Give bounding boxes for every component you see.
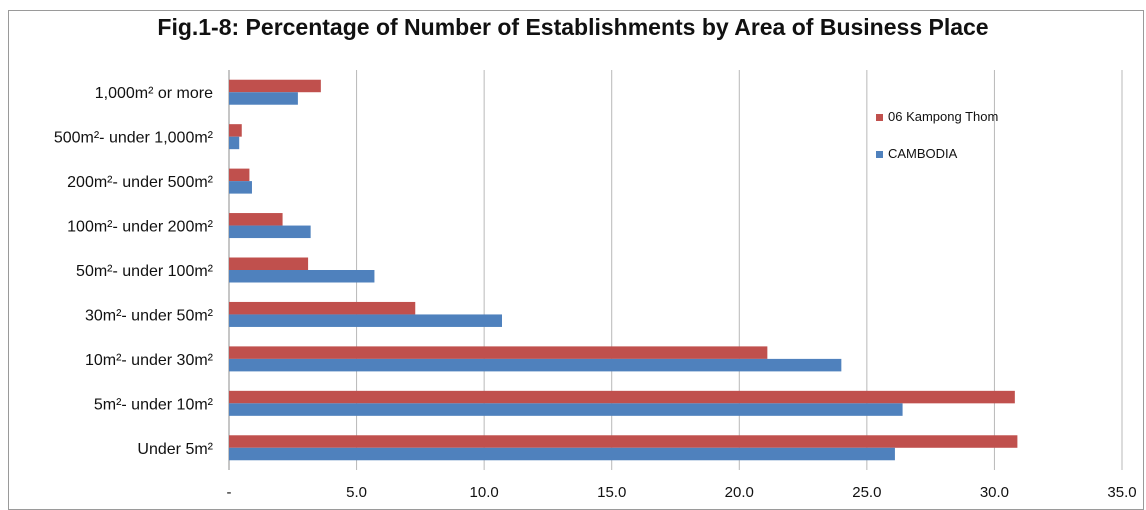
category-label: 100m²- under 200m² — [67, 219, 214, 236]
bar-kampong-thom — [229, 168, 250, 182]
category-label: 10m²- under 30m² — [85, 352, 214, 369]
bar-kampong-thom — [229, 390, 1015, 404]
legend-label: 06 Kampong Thom — [888, 109, 998, 124]
bar-cambodia — [229, 181, 252, 194]
bar-cambodia — [229, 314, 503, 327]
bar-cambodia — [229, 92, 298, 105]
x-tick-label: 30.0 — [980, 484, 1009, 501]
category-label: 500m²- under 1,000m² — [54, 130, 214, 147]
bar-kampong-thom — [229, 301, 416, 315]
category-label: 5m²- under 10m² — [94, 396, 214, 413]
bar-kampong-thom — [229, 435, 1018, 448]
bar-cambodia — [229, 358, 842, 372]
legend-swatch — [876, 114, 883, 121]
x-tick-label: - — [227, 484, 232, 501]
x-tick-label: 25.0 — [852, 484, 881, 501]
bar-kampong-thom — [229, 124, 242, 137]
bar-cambodia — [229, 136, 240, 150]
category-label: 200m²- under 500m² — [67, 174, 214, 191]
bar-kampong-thom — [229, 346, 768, 359]
chart-frame — [8, 10, 1144, 510]
bar-cambodia — [229, 447, 895, 461]
bar-cambodia — [229, 225, 311, 239]
category-label: 30m²- under 50m² — [85, 307, 214, 324]
bar-kampong-thom — [229, 213, 283, 226]
legend-label: CAMBODIA — [888, 146, 958, 161]
legend-swatch — [876, 151, 883, 158]
chart-title: Fig.1-8: Percentage of Number of Establi… — [157, 14, 989, 40]
x-tick-label: 20.0 — [725, 484, 754, 501]
x-tick-label: 10.0 — [470, 484, 499, 501]
category-label: 50m²- under 100m² — [76, 263, 214, 280]
category-label: 1,000m² or more — [95, 85, 213, 102]
x-tick-label: 35.0 — [1107, 484, 1136, 501]
x-tick-label: 15.0 — [597, 484, 626, 501]
bar-kampong-thom — [229, 79, 321, 93]
category-label: Under 5m² — [137, 441, 213, 458]
bar-kampong-thom — [229, 257, 309, 270]
bar-cambodia — [229, 403, 903, 416]
bar-cambodia — [229, 270, 375, 283]
x-tick-label: 5.0 — [346, 484, 367, 501]
